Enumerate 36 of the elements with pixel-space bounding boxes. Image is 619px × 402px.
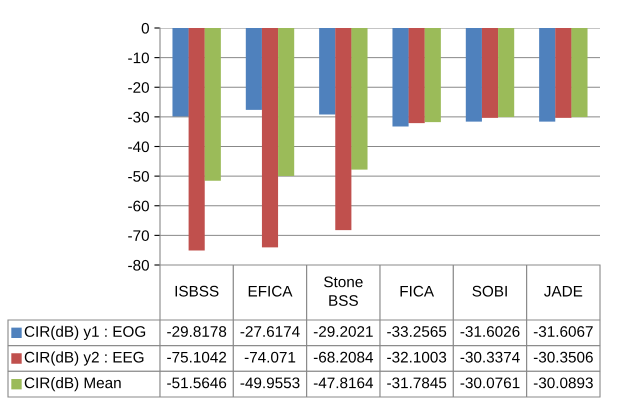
data-label: -30.3374 bbox=[460, 352, 520, 363]
y-tick-label: -50 bbox=[128, 170, 149, 182]
x-tick-label: SOBI bbox=[472, 286, 507, 297]
x-tick-label: ISBSS bbox=[176, 286, 218, 297]
data-label: -27.6174 bbox=[240, 326, 300, 337]
data-label: -29.2021 bbox=[314, 326, 373, 337]
data-label: -33.2565 bbox=[387, 326, 446, 337]
data-label: -51.5646 bbox=[167, 377, 226, 388]
data-label: -75.1042 bbox=[167, 352, 226, 363]
data-label: -31.7845 bbox=[387, 377, 446, 388]
x-tick-label: JADE bbox=[544, 286, 582, 297]
legend-label: CIR(dB) y1 : EOG bbox=[24, 326, 146, 340]
x-tick-label: FICA bbox=[400, 286, 434, 297]
data-label: -30.0761 bbox=[460, 377, 520, 388]
data-label: -31.6026 bbox=[460, 326, 520, 337]
y-tick-label: -60 bbox=[128, 200, 149, 212]
data-label: -32.1003 bbox=[387, 352, 446, 363]
y-tick-label: -20 bbox=[128, 82, 149, 93]
x-tick-label: EFICA bbox=[248, 286, 292, 297]
y-tick-label: -70 bbox=[128, 230, 149, 242]
x-tick-label: Stone BSS bbox=[324, 276, 363, 306]
data-label: -74.071 bbox=[244, 352, 296, 363]
data-label: -30.3506 bbox=[534, 352, 593, 363]
data-label: -29.8178 bbox=[167, 326, 226, 337]
legend-label: CIR(dB) y2 : EEG bbox=[24, 351, 144, 366]
legend-label: CIR(dB) Mean bbox=[24, 377, 121, 392]
y-tick-label: -10 bbox=[128, 52, 149, 64]
y-tick-label: -80 bbox=[128, 260, 149, 271]
data-label: -30.0893 bbox=[534, 377, 593, 388]
data-label: -31.6067 bbox=[534, 326, 593, 337]
data-label: -49.9553 bbox=[240, 377, 300, 388]
data-label: -47.8164 bbox=[314, 377, 374, 388]
y-tick-label: -40 bbox=[128, 141, 149, 152]
y-tick-label: 0 bbox=[142, 22, 149, 34]
y-tick-label: -30 bbox=[128, 112, 149, 123]
data-label: -68.2084 bbox=[314, 352, 374, 363]
